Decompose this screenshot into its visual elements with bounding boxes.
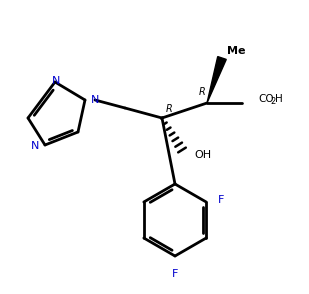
Text: N: N	[91, 95, 99, 105]
Text: F: F	[172, 269, 178, 279]
Text: OH: OH	[194, 150, 211, 160]
Text: R: R	[199, 87, 205, 97]
Text: 2: 2	[270, 96, 275, 106]
Text: CO: CO	[258, 94, 274, 104]
Text: R: R	[166, 104, 172, 114]
Text: N: N	[52, 76, 60, 86]
Text: F: F	[218, 195, 225, 205]
Polygon shape	[207, 56, 226, 103]
Text: H: H	[275, 94, 283, 104]
Text: N: N	[31, 141, 39, 151]
Text: Me: Me	[227, 46, 245, 56]
